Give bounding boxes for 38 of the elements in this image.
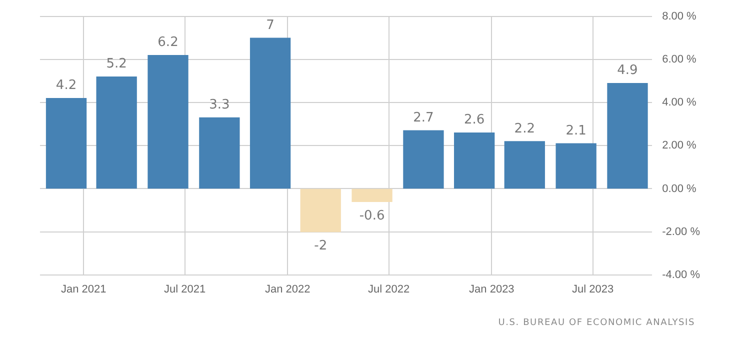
y-tick-label: -2.00 % <box>662 226 700 238</box>
data-label: 7 <box>266 18 274 33</box>
x-tick-label: Jul 2022 <box>368 283 410 296</box>
y-tick-label: 4.00 % <box>662 96 697 109</box>
data-label: 2.7 <box>413 110 434 126</box>
bar <box>96 76 137 189</box>
data-label: -2 <box>314 238 328 254</box>
x-tick-label: Jul 2021 <box>164 283 206 296</box>
data-label: 4.9 <box>617 63 638 78</box>
data-label: 4.2 <box>56 78 77 94</box>
y-tick-label: 0.00 % <box>662 182 697 195</box>
bar <box>46 98 87 189</box>
bar <box>556 143 596 189</box>
bar <box>454 132 495 189</box>
data-label: 2.1 <box>566 123 586 138</box>
data-label: 5.2 <box>106 56 127 72</box>
data-label: 3.3 <box>209 98 230 113</box>
x-tick-label: Jul 2023 <box>572 283 614 296</box>
data-label: 2.2 <box>514 121 535 136</box>
text: U.S. BUREAU OF ECONOMIC ANALYSIS <box>498 318 695 328</box>
bar <box>300 188 341 232</box>
data-label: 6.2 <box>158 35 178 50</box>
data-label: 2.6 <box>464 112 485 128</box>
y-tick-label: 6.00 % <box>662 54 697 66</box>
bar <box>250 38 291 189</box>
bar <box>504 141 545 189</box>
bar <box>199 117 240 189</box>
x-tick-label: Jan 2022 <box>265 283 310 296</box>
y-tick-label: 8.00 % <box>662 10 697 23</box>
bar <box>403 130 444 189</box>
x-tick-label: Jan 2023 <box>469 283 514 296</box>
y-tick-label: -4.00 % <box>662 268 700 281</box>
y-tick-label: 2.00 % <box>662 140 697 152</box>
bar <box>352 188 392 202</box>
bar <box>607 82 648 189</box>
data-label: -0.6 <box>359 208 385 224</box>
bar <box>148 55 188 189</box>
x-tick-label: Jan 2021 <box>60 283 106 296</box>
